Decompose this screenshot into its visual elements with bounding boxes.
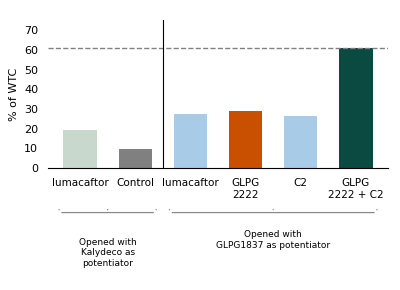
Text: Opened with
GLPG1837 as potentiator: Opened with GLPG1837 as potentiator — [216, 230, 330, 250]
Bar — [284, 116, 317, 168]
Bar — [119, 149, 152, 168]
Bar — [229, 111, 262, 168]
Y-axis label: % of WTC: % of WTC — [8, 68, 18, 121]
Bar — [340, 48, 372, 168]
Text: Opened with
Kalydeco as
potentiator: Opened with Kalydeco as potentiator — [79, 238, 136, 267]
Bar — [174, 114, 207, 168]
Bar — [64, 130, 96, 168]
